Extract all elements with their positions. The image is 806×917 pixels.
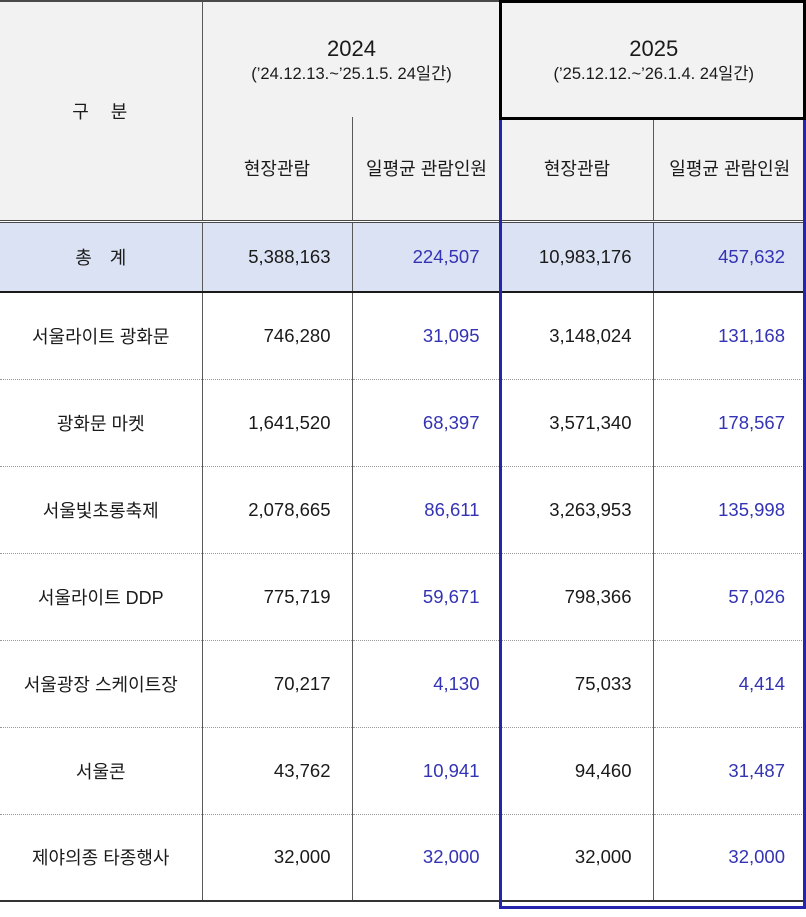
cell-2025-onsite: 798,366	[501, 553, 654, 641]
cell-2024-daily-avg: 86,611	[352, 466, 502, 554]
cell-2024-onsite: 43,762	[202, 727, 353, 815]
total-row: 총 계 5,388,163 224,507 10,983,176 457,632	[0, 221, 806, 293]
cell-2025-daily-avg: 178,567	[653, 379, 806, 467]
year-2025-period: (’25.12.12.~’26.1.4. 24일간)	[553, 65, 755, 84]
cell-2025-onsite: 75,033	[501, 640, 654, 728]
table-row-seoul-light-gwanghwamun: 서울라이트 광화문 746,280 31,095 3,148,024 131,1…	[0, 292, 806, 380]
cell-2025-daily-avg: 31,487	[653, 727, 806, 815]
cell-2024-onsite: 746,280	[202, 292, 353, 380]
year-2024-period: (’24.12.13.~’25.1.5. 24일간)	[251, 65, 452, 84]
cell-2024-onsite: 32,000	[202, 814, 353, 902]
cell-2024-onsite: 775,719	[202, 553, 353, 641]
table-row-seoul-lantern-festival: 서울빛초롱축제 2,078,665 86,611 3,263,953 135,9…	[0, 466, 806, 554]
cell-2025-onsite: 32,000	[501, 814, 654, 902]
year-2024-header: 2024 (’24.12.13.~’25.1.5. 24일간)	[202, 1, 502, 117]
row-name: 서울라이트 광화문	[0, 292, 203, 380]
subheader-2025-onsite: 현장관람	[501, 117, 654, 223]
cell-2025-daily-avg: 4,414	[653, 640, 806, 728]
category-header: 구 분	[0, 1, 203, 223]
table-row-gwanghwamun-market: 광화문 마켓 1,641,520 68,397 3,571,340 178,56…	[0, 379, 806, 467]
row-name: 서울광장 스케이트장	[0, 640, 203, 728]
table-row-seoulcon: 서울콘 43,762 10,941 94,460 31,487	[0, 727, 806, 815]
cell-2024-daily-avg: 4,130	[352, 640, 502, 728]
cell-2024-onsite: 2,078,665	[202, 466, 353, 554]
total-2024-onsite: 5,388,163	[202, 221, 353, 293]
cell-2025-daily-avg: 131,168	[653, 292, 806, 380]
total-2024-daily-avg: 224,507	[352, 221, 502, 293]
cell-2024-onsite: 1,641,520	[202, 379, 353, 467]
table-row-bell-ringing-ceremony: 제야의종 타종행사 32,000 32,000 32,000 32,000	[0, 814, 806, 902]
total-2025-onsite: 10,983,176	[501, 221, 654, 293]
year-2024-label: 2024	[327, 35, 376, 61]
header-sub-row: 현장관람 일평균 관람인원 현장관람 일평균 관람인원	[0, 117, 806, 223]
total-2025-daily-avg: 457,632	[653, 221, 806, 293]
table-row-seoul-plaza-skating-rink: 서울광장 스케이트장 70,217 4,130 75,033 4,414	[0, 640, 806, 728]
cell-2024-daily-avg: 32,000	[352, 814, 502, 902]
table-row-seoul-light-ddp: 서울라이트 DDP 775,719 59,671 798,366 57,026	[0, 553, 806, 641]
row-name: 제야의종 타종행사	[0, 814, 203, 902]
cell-2024-daily-avg: 59,671	[352, 553, 502, 641]
row-name: 서울콘	[0, 727, 203, 815]
subheader-2024-daily-avg: 일평균 관람인원	[352, 117, 502, 223]
cell-2025-onsite: 3,263,953	[501, 466, 654, 554]
cell-2024-daily-avg: 10,941	[352, 727, 502, 815]
subheader-2024-onsite: 현장관람	[202, 117, 353, 223]
cell-2025-onsite: 3,571,340	[501, 379, 654, 467]
cell-2025-daily-avg: 135,998	[653, 466, 806, 554]
cell-2025-onsite: 3,148,024	[501, 292, 654, 380]
cell-2025-daily-avg: 32,000	[653, 814, 806, 902]
row-name: 서울빛초롱축제	[0, 466, 203, 554]
cell-2025-onsite: 94,460	[501, 727, 654, 815]
row-name: 서울라이트 DDP	[0, 553, 203, 641]
header-year-row: 구 분 2024 (’24.12.13.~’25.1.5. 24일간) 2025…	[0, 1, 806, 223]
cell-2024-daily-avg: 68,397	[352, 379, 502, 467]
cell-2024-daily-avg: 31,095	[352, 292, 502, 380]
subheader-2025-daily-avg: 일평균 관람인원	[653, 117, 806, 223]
year-2025-header: 2025 (’25.12.12.~’26.1.4. 24일간)	[501, 1, 806, 117]
cell-2025-daily-avg: 57,026	[653, 553, 806, 641]
total-row-name: 총 계	[0, 221, 203, 293]
cell-2024-onsite: 70,217	[202, 640, 353, 728]
row-name: 광화문 마켓	[0, 379, 203, 467]
year-2025-label: 2025	[629, 35, 679, 61]
